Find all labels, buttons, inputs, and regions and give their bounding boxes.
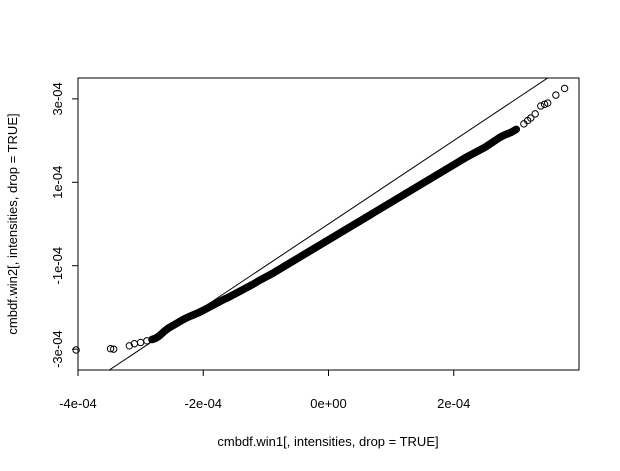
x-tick-label: 2e-04 [437, 396, 470, 411]
x-tick-label: -4e-04 [59, 396, 97, 411]
data-point [537, 102, 545, 110]
x-axis-label: cmbdf.win1[, intensities, drop = TRUE] [217, 434, 438, 449]
y-tick-label: 3e-04 [50, 82, 65, 115]
x-tick-label: -2e-04 [184, 396, 222, 411]
data-point [527, 114, 535, 122]
y-tick-label: 1e-04 [50, 166, 65, 199]
data-point [72, 346, 80, 354]
points-group [72, 84, 569, 354]
data-point [531, 110, 539, 118]
data-point [125, 342, 134, 350]
data-point [552, 91, 560, 99]
data-point [512, 125, 521, 134]
x-tick-label: 0e+00 [310, 396, 347, 411]
data-point [543, 99, 552, 107]
data-point [106, 345, 115, 353]
x-axis: -4e-04 -2e-04 0e+00 2e-04 [59, 369, 470, 411]
y-axis-label: cmbdf.win2[, intensities, drop = TRUE] [5, 113, 20, 334]
data-point [109, 345, 118, 353]
y-tick-label: -3e-04 [50, 330, 65, 368]
data-point [560, 84, 569, 93]
y-axis: -3e-04 -1e-04 1e-04 3e-04 [50, 82, 79, 368]
y-tick-label: -1e-04 [50, 247, 65, 285]
